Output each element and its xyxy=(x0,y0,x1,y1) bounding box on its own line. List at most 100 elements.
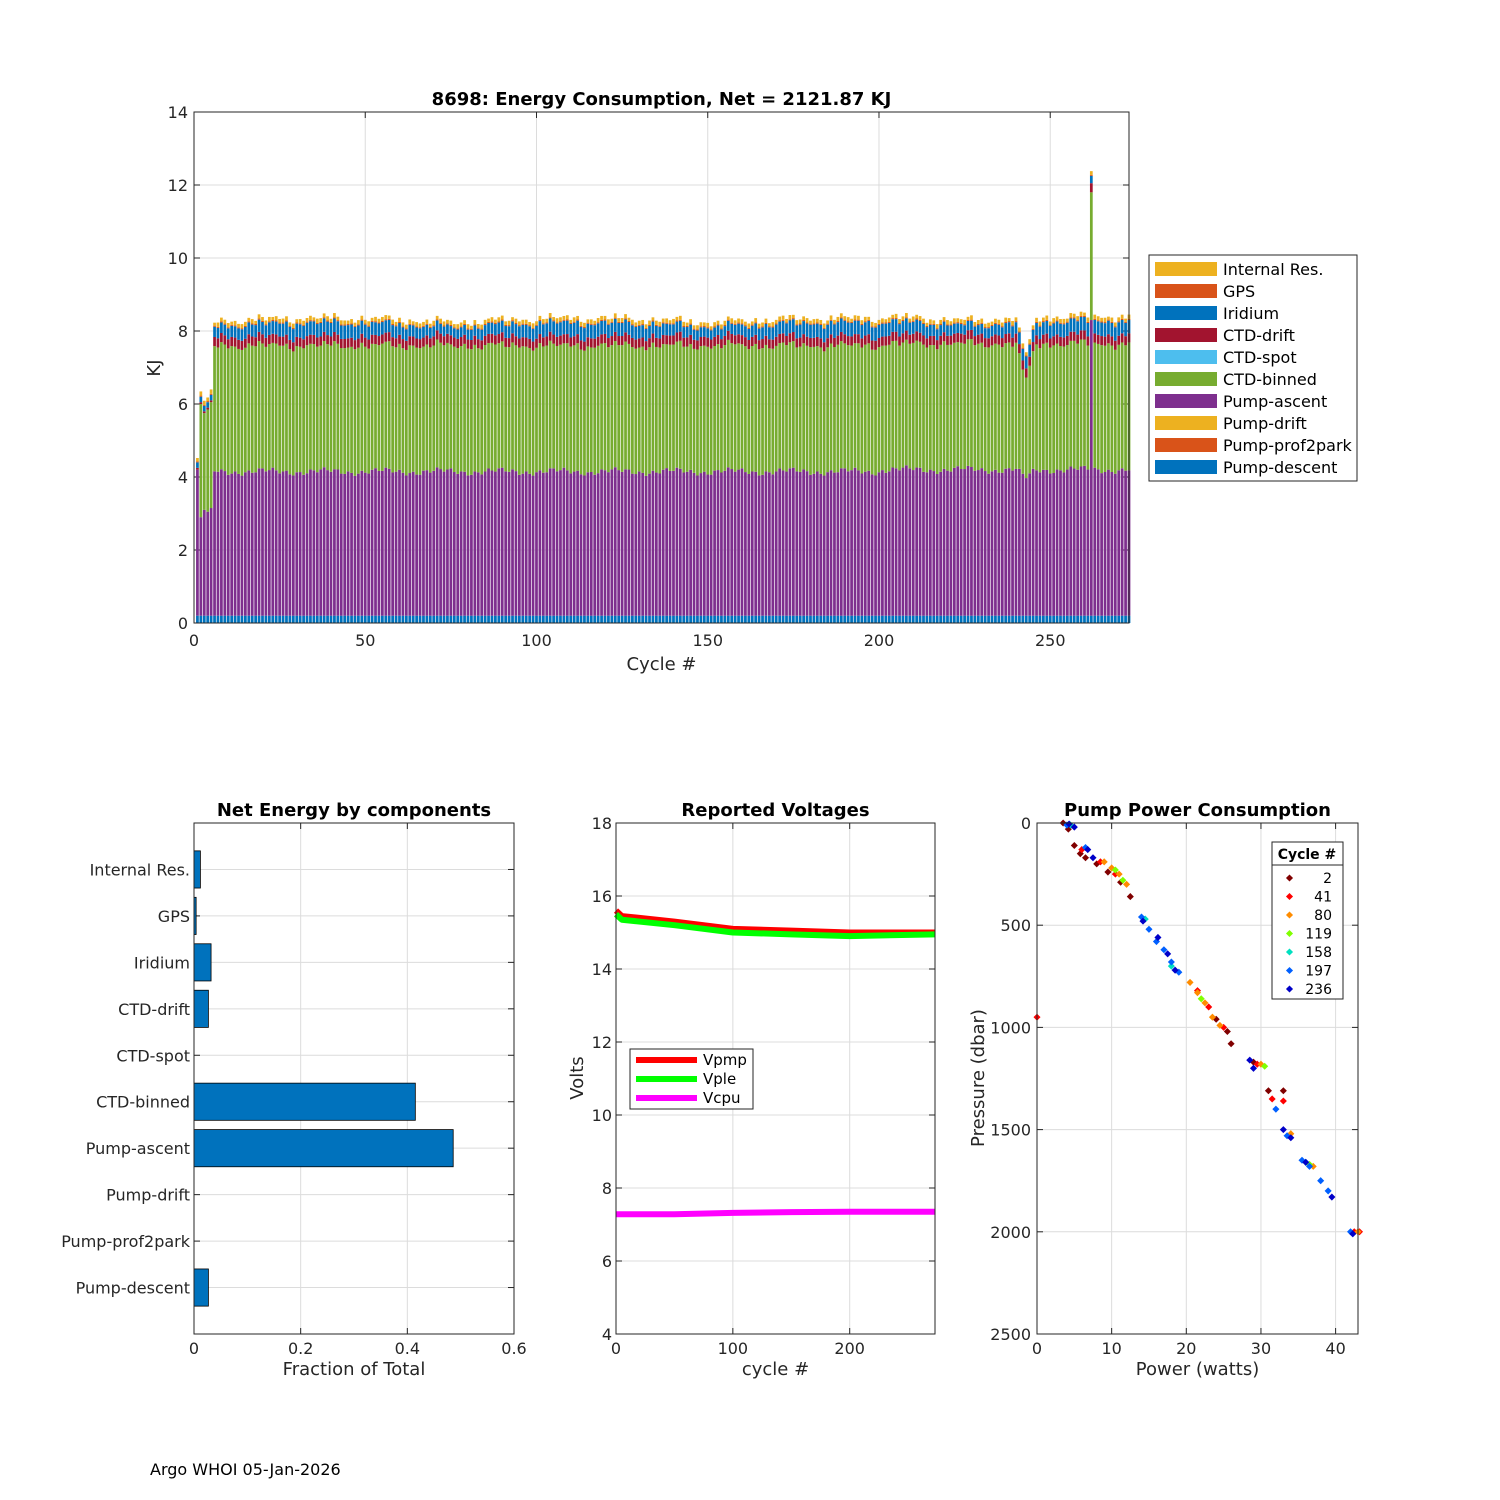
energy-bar-segment xyxy=(196,457,199,462)
energy-bar-segment xyxy=(836,344,840,473)
energy-legend-label: CTD-binned xyxy=(1223,370,1317,389)
energy-bar-segment xyxy=(870,615,874,623)
energy-bar-segment xyxy=(815,318,819,323)
energy-bar-cycle xyxy=(624,314,627,623)
energy-bar-segment xyxy=(1083,315,1086,318)
energy-bar-segment xyxy=(781,470,785,616)
energy-bar-segment xyxy=(641,325,645,338)
energy-bar-segment xyxy=(928,324,932,336)
pump-x-tick-label: 30 xyxy=(1251,1339,1271,1358)
energy-bar-segment xyxy=(230,346,234,474)
energy-bar-segment xyxy=(874,327,877,341)
energy-bar-segment xyxy=(1014,322,1018,334)
energy-bar-segment xyxy=(730,323,734,334)
energy-bar-segment xyxy=(298,615,302,623)
energy-bar-segment xyxy=(497,334,501,344)
energy-bar-segment xyxy=(1072,313,1076,318)
energy-bar-segment xyxy=(524,323,528,326)
energy-bar-segment xyxy=(398,334,401,344)
energy-legend-swatch xyxy=(1155,460,1217,474)
energy-bar-segment xyxy=(733,615,737,623)
energy-bar-segment xyxy=(374,334,377,345)
energy-bar-segment xyxy=(1079,466,1083,616)
energy-bar-cycle xyxy=(860,320,864,623)
energy-bar-segment xyxy=(278,323,281,337)
energy-bar-segment xyxy=(435,339,439,468)
energy-bar-cycle xyxy=(439,318,442,623)
energy-bar-segment xyxy=(1031,351,1035,469)
energy-bar-segment xyxy=(360,319,364,321)
energy-bar-segment xyxy=(928,469,932,616)
energy-bar-segment xyxy=(381,470,384,616)
energy-bar-cycle xyxy=(1021,343,1025,623)
energy-bar-segment xyxy=(202,509,206,616)
energy-bar-segment xyxy=(1038,325,1042,327)
energy-bar-segment xyxy=(562,315,566,320)
energy-bar-segment xyxy=(990,336,994,346)
energy-bar-segment xyxy=(353,340,357,350)
energy-bar-segment xyxy=(1107,615,1110,623)
energy-bar-segment xyxy=(884,472,888,616)
voltage-y-tick-label: 12 xyxy=(592,1033,612,1052)
energy-bar-cycle xyxy=(1086,317,1090,623)
energy-bar-segment xyxy=(819,324,823,339)
energy-bar-segment xyxy=(576,615,579,623)
energy-bar-segment xyxy=(470,329,473,341)
energy-bar-segment xyxy=(850,470,853,616)
energy-bar-segment xyxy=(322,313,326,318)
energy-bar-segment xyxy=(240,615,244,623)
energy-bar-segment xyxy=(336,334,340,344)
energy-bar-segment xyxy=(1110,322,1114,337)
energy-bar-segment xyxy=(521,324,525,338)
energy-bar-segment xyxy=(305,345,309,474)
energy-bar-cycle xyxy=(206,397,210,623)
energy-bar-segment xyxy=(867,343,871,471)
energy-bar-cycle xyxy=(418,323,422,623)
energy-bar-cycle xyxy=(788,315,792,623)
energy-bar-segment xyxy=(230,615,234,623)
energy-bar-cycle xyxy=(815,318,819,623)
energy-bar-segment xyxy=(552,343,555,469)
energy-bar-segment xyxy=(302,474,305,616)
energy-bar-segment xyxy=(785,345,788,472)
energy-bar-cycle xyxy=(370,317,374,623)
energy-bar-segment xyxy=(620,471,624,616)
voltage-y-tick-label: 14 xyxy=(592,960,612,979)
energy-bar-segment xyxy=(990,321,994,325)
energy-bar-segment xyxy=(404,475,408,616)
energy-bar-segment xyxy=(867,316,871,320)
energy-bar-segment xyxy=(631,347,634,474)
energy-bar-segment xyxy=(678,615,682,623)
energy-bar-segment xyxy=(483,319,487,324)
energy-bar-segment xyxy=(819,323,823,325)
energy-bar-segment xyxy=(596,473,600,616)
energy-bar-segment xyxy=(819,473,823,616)
energy-bar-segment xyxy=(970,466,973,616)
energy-bar-segment xyxy=(815,471,819,616)
energy-bar-segment xyxy=(846,322,850,337)
energy-bar-segment xyxy=(497,322,501,335)
energy-bar-segment xyxy=(398,615,401,623)
pump-x-tick-label: 0 xyxy=(1032,1339,1042,1358)
energy-bar-segment xyxy=(1079,315,1083,317)
energy-bar-cycle xyxy=(747,323,751,623)
energy-bar-segment xyxy=(1011,326,1014,338)
energy-bar-segment xyxy=(565,615,569,623)
energy-bar-segment xyxy=(473,320,477,325)
energy-bar-segment xyxy=(764,318,768,323)
energy-bar-segment xyxy=(637,615,641,623)
energy-bar-segment xyxy=(446,333,449,343)
energy-bar-segment xyxy=(216,327,220,339)
energy-bar-cycle xyxy=(264,320,268,623)
energy-bar-segment xyxy=(911,615,915,623)
energy-y-tick-label: 14 xyxy=(168,103,188,122)
energy-bar-segment xyxy=(264,615,268,623)
energy-bar-segment xyxy=(963,343,966,470)
energy-bar-segment xyxy=(319,345,323,470)
energy-bar-segment xyxy=(781,333,785,343)
energy-bar-segment xyxy=(381,343,384,471)
energy-bar-segment xyxy=(1076,615,1079,623)
energy-bar-segment xyxy=(528,615,532,623)
energy-bar-segment xyxy=(1100,345,1103,474)
energy-bar-segment xyxy=(634,322,638,326)
